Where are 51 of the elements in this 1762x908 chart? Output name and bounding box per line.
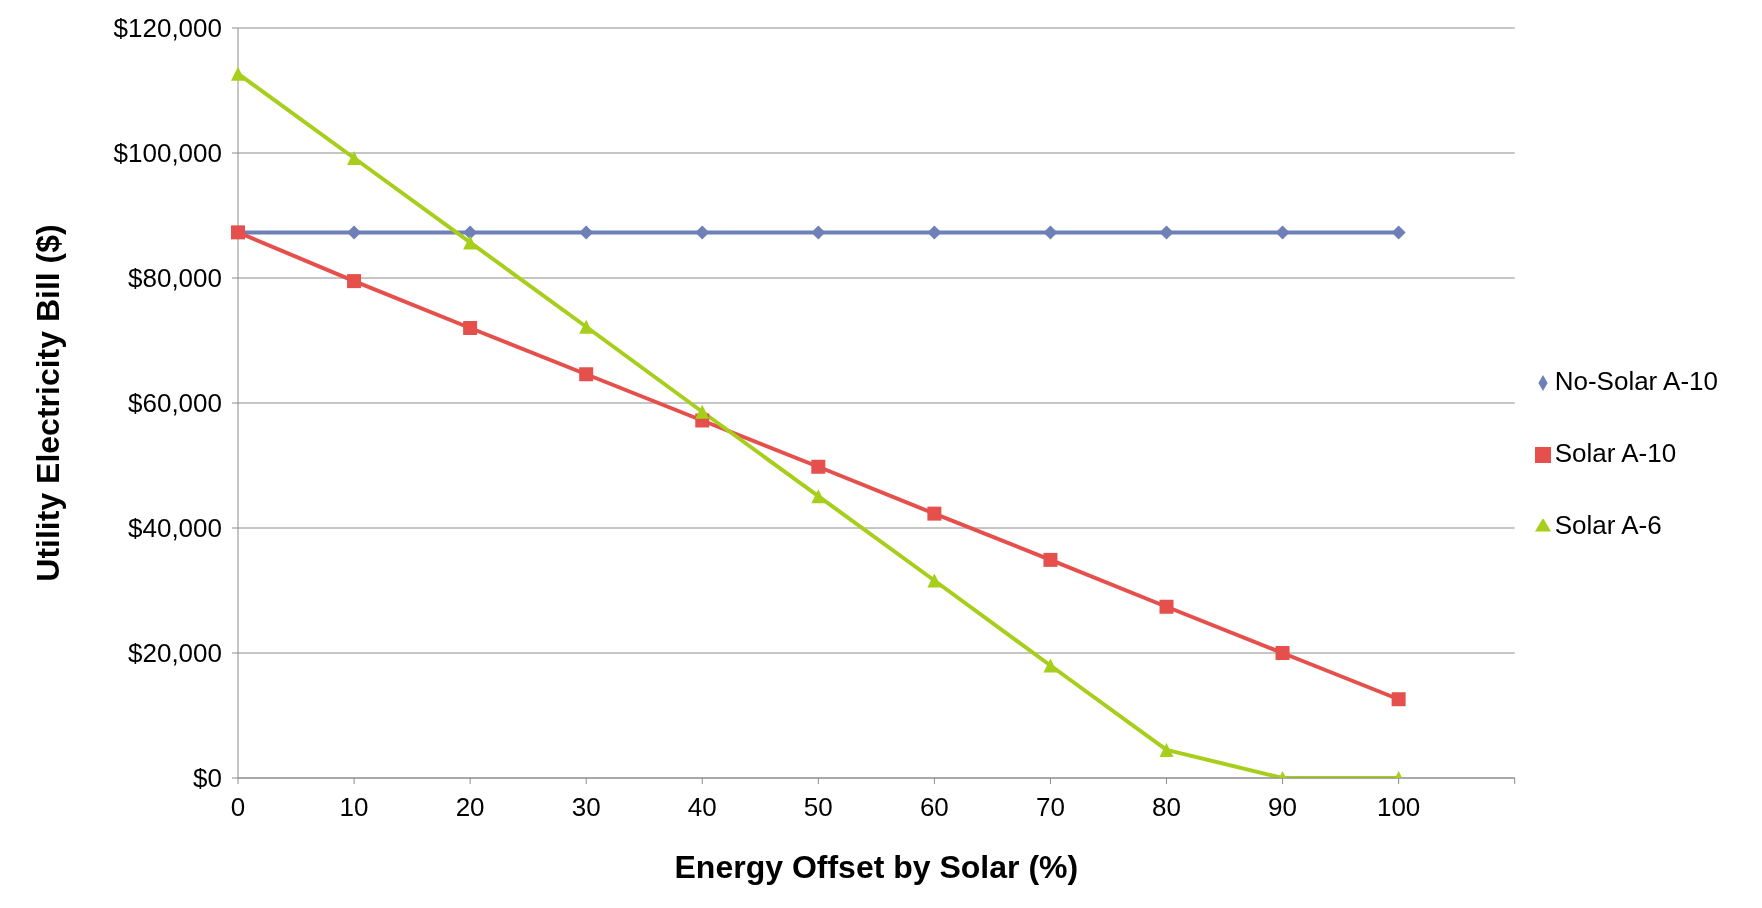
legend-label: Solar A-6 <box>1554 510 1662 540</box>
point <box>811 225 826 240</box>
point <box>1275 225 1290 240</box>
y-tick-label: $100,000 <box>113 138 222 169</box>
x-tick-label: 40 <box>687 792 717 823</box>
point <box>1391 692 1406 707</box>
point <box>1391 225 1406 240</box>
x-tick-label: 70 <box>1035 792 1065 823</box>
point <box>1159 742 1174 757</box>
point <box>347 274 362 289</box>
point <box>231 66 245 81</box>
x-tick-label: 100 <box>1376 792 1421 823</box>
point <box>463 321 478 335</box>
x-tick-label: 50 <box>803 792 833 823</box>
x-tick-label: 20 <box>455 792 485 823</box>
point <box>579 367 594 382</box>
point <box>695 404 710 419</box>
point <box>347 225 362 240</box>
legend-label: Solar A-10 <box>1554 438 1677 468</box>
point <box>811 489 826 504</box>
x-tick-label: 30 <box>571 792 601 823</box>
point <box>463 235 478 250</box>
point <box>1275 646 1290 660</box>
point <box>579 225 594 240</box>
point <box>927 506 942 521</box>
x-tick-label: 10 <box>339 792 369 823</box>
point <box>695 225 710 240</box>
y-tick-label: $60,000 <box>128 388 222 419</box>
x-tick-label: 80 <box>1152 792 1181 823</box>
legend-label: No-Solar A-10 <box>1554 366 1718 396</box>
x-tick-label: 0 <box>230 792 246 823</box>
y-tick-label: $20,000 <box>128 638 222 669</box>
point <box>1159 599 1174 614</box>
y-axis-title: Utility Electricity Bill ($) <box>30 224 67 582</box>
point <box>579 319 594 334</box>
point <box>1043 658 1058 673</box>
y-tick-label: $120,000 <box>113 13 222 44</box>
y-tick-label: $0 <box>193 763 222 794</box>
x-tick-label: 60 <box>919 792 949 823</box>
point <box>1043 552 1058 567</box>
point <box>927 225 942 240</box>
x-tick-label: 90 <box>1268 792 1298 823</box>
point <box>1159 225 1174 240</box>
point <box>927 573 942 588</box>
point <box>463 225 478 240</box>
point <box>1043 225 1058 240</box>
y-tick-label: $40,000 <box>128 513 222 544</box>
point <box>347 151 362 165</box>
x-axis-title: Energy Offset by Solar (%) <box>674 849 1079 885</box>
point <box>811 459 826 474</box>
y-tick-label: $80,000 <box>128 263 222 294</box>
